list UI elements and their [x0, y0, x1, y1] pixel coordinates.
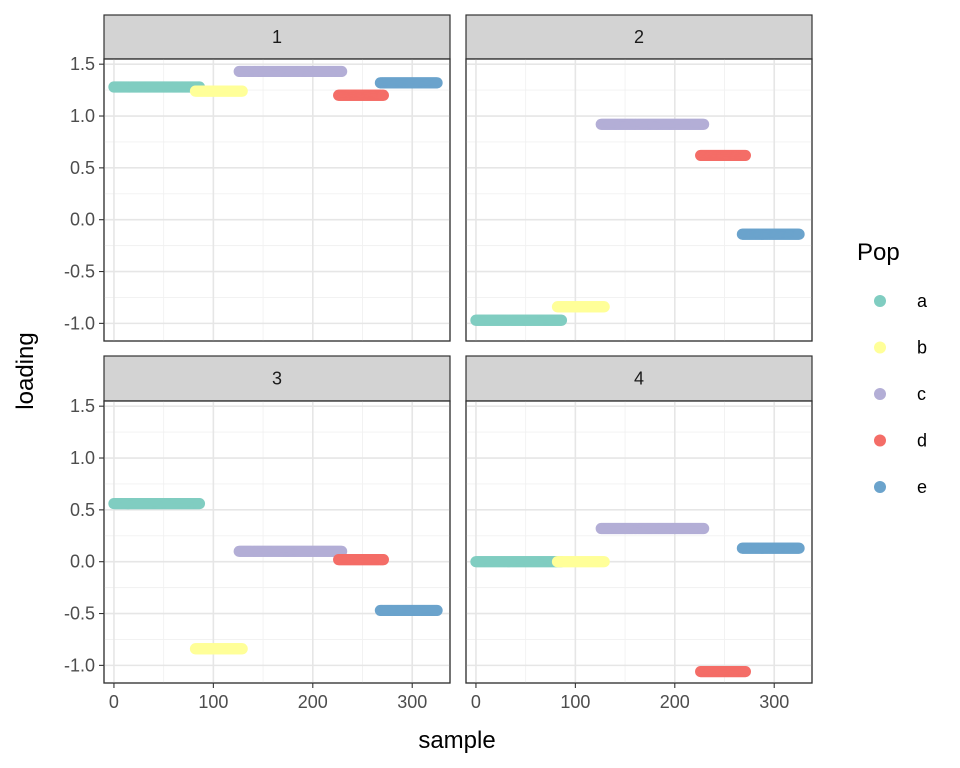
facet-strip — [103, 355, 451, 402]
data-point — [236, 643, 248, 655]
data-point — [236, 85, 248, 97]
data-point — [431, 604, 443, 617]
legend-key — [874, 388, 886, 400]
data-point — [598, 556, 610, 568]
legend-items: a b c d e — [874, 291, 928, 497]
series-d — [695, 149, 751, 162]
facet-panel-4: 4 0 100 200 300 — [465, 355, 813, 712]
legend-key — [874, 341, 886, 354]
y-tick-label: 0.5 — [70, 500, 95, 520]
series-c — [595, 522, 710, 535]
series-d — [333, 554, 389, 566]
data-point — [377, 554, 389, 566]
legend-title: Pop — [857, 239, 900, 266]
panel-border — [103, 58, 451, 342]
legend-item-d: d — [874, 431, 927, 451]
series-a — [108, 81, 206, 93]
facet-strip-label: 1 — [272, 27, 282, 47]
legend-key — [874, 295, 886, 307]
panel-background — [103, 58, 451, 342]
series-e — [736, 228, 805, 240]
y-tick-label: 1.5 — [70, 54, 95, 74]
series-e — [374, 77, 443, 89]
x-tick-label: 0 — [109, 692, 119, 712]
y-tick-label: -0.5 — [64, 604, 95, 624]
x-axis-title: sample — [418, 727, 495, 754]
series-c — [233, 545, 348, 557]
panel-border — [103, 400, 451, 684]
legend-key — [874, 481, 886, 493]
data-point — [193, 498, 206, 510]
facet-panels: 1 -1.0 -0.5 0.0 0.5 1.0 1.5 2 3 -1.0 -0.5 0.0 0.5 1.0… — [64, 14, 813, 712]
x-tick-label: 100 — [560, 692, 590, 712]
data-point — [793, 228, 805, 240]
facet-panel-3: 3 -1.0 -0.5 0.0 0.5 1.0 1.5 0 100 200 300 — [64, 355, 451, 712]
y-tick-label: 0.0 — [70, 552, 95, 572]
series-d — [333, 89, 389, 101]
y-tick-label: -0.5 — [64, 262, 95, 282]
facet-strip — [103, 14, 451, 60]
facet-panel-1: 1 -1.0 -0.5 0.0 0.5 1.0 1.5 — [64, 14, 451, 342]
y-tick-label: 1.5 — [70, 396, 95, 416]
facet-strip-label: 3 — [272, 369, 282, 389]
legend-label: b — [917, 338, 927, 358]
panel-background — [465, 58, 813, 342]
y-tick-label: 0.0 — [70, 210, 95, 230]
facet-strip-label: 2 — [634, 27, 644, 47]
panel-background — [465, 400, 813, 684]
legend-label: e — [917, 477, 927, 497]
legend-key — [874, 434, 886, 447]
data-point — [698, 522, 710, 535]
legend-item-a: a — [874, 291, 928, 311]
y-tick-label: 0.5 — [70, 158, 95, 178]
facet-strip-label: 4 — [634, 369, 644, 389]
legend-item-c: c — [874, 384, 926, 404]
data-point — [739, 149, 751, 162]
x-tick-label: 300 — [397, 692, 427, 712]
legend-item-b: b — [874, 338, 927, 358]
x-tick-label: 300 — [759, 692, 789, 712]
data-point — [739, 665, 751, 678]
y-tick-label: -1.0 — [64, 313, 95, 333]
y-tick-label: -1.0 — [64, 655, 95, 675]
series-b — [551, 556, 610, 568]
legend-label: a — [917, 291, 928, 311]
facet-strip — [465, 355, 813, 402]
legend: Pop a b c d e — [857, 239, 928, 497]
y-axis-title: loading — [12, 332, 39, 409]
data-point — [336, 65, 348, 78]
series-c — [595, 118, 710, 130]
data-point — [431, 77, 443, 89]
series-b — [189, 85, 248, 97]
x-tick-label: 200 — [660, 692, 690, 712]
series-b — [189, 643, 248, 655]
panel-border — [465, 58, 813, 342]
data-point — [555, 314, 568, 326]
facet-panel-2: 2 — [465, 14, 813, 342]
legend-label: d — [917, 431, 927, 451]
x-tick-label: 0 — [471, 692, 481, 712]
panel-background — [103, 400, 451, 684]
x-tick-label: 100 — [198, 692, 228, 712]
legend-item-e: e — [874, 477, 927, 497]
x-tick-label: 200 — [298, 692, 328, 712]
series-a — [108, 498, 206, 510]
facet-strip — [465, 14, 813, 60]
series-e — [736, 542, 805, 554]
series-d — [695, 665, 751, 678]
series-c — [233, 65, 348, 78]
data-point — [377, 89, 389, 101]
data-point — [698, 118, 710, 130]
series-a — [470, 314, 568, 326]
data-point — [793, 542, 805, 554]
series-b — [551, 301, 610, 313]
data-point — [598, 301, 610, 313]
panel-border — [465, 400, 813, 684]
y-tick-label: 1.0 — [70, 448, 95, 468]
series-e — [374, 604, 443, 617]
legend-label: c — [917, 384, 926, 404]
y-tick-label: 1.0 — [70, 106, 95, 126]
